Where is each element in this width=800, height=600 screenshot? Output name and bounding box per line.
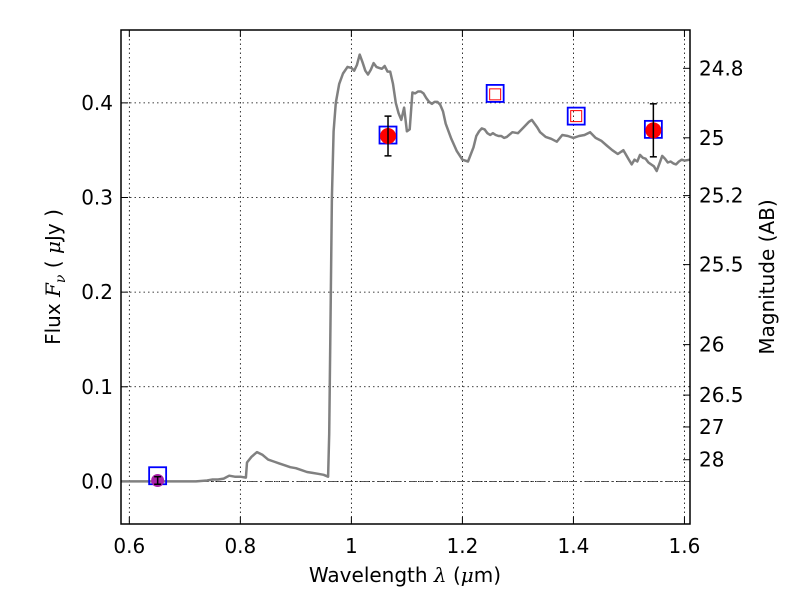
model-square xyxy=(566,106,586,126)
mag-tick-label: 25.5 xyxy=(699,253,744,277)
mag-tick-label: 25 xyxy=(699,126,724,150)
x-tick-label: 1.4 xyxy=(558,534,590,558)
y-tick-label: 0.2 xyxy=(81,280,113,304)
y-tick-label: 0.3 xyxy=(81,186,113,210)
y-tick-label: 0.4 xyxy=(81,91,113,115)
grid-lines xyxy=(121,30,690,524)
x-tick-label: 1.6 xyxy=(669,534,701,558)
x-tick-label: 1 xyxy=(345,534,358,558)
right-axis-label: Magnitude (AB) xyxy=(755,199,779,354)
y-axis-label: Flux Fν ( μJy ) xyxy=(41,209,69,345)
model-square xyxy=(485,84,505,103)
x-tick-label: 0.6 xyxy=(113,534,145,558)
spectrum-line xyxy=(121,53,691,483)
x-axis-label: Wavelength λ (μm) xyxy=(309,563,501,587)
tick-labels: 0.6 0.8 1 1.2 1.4 1.6 0.0 0.1 0.2 0.3 0.4 24.8 25 25.… xyxy=(81,56,743,558)
y-tick-label: 0.1 xyxy=(81,375,113,399)
synthetic-square xyxy=(489,88,502,101)
plot-frame xyxy=(120,29,691,525)
mag-tick-label: 26.5 xyxy=(699,383,744,407)
plot-markers xyxy=(148,84,663,487)
x-tick-label: 0.8 xyxy=(224,534,256,558)
plot-lines xyxy=(121,53,691,483)
mag-tick-label: 27 xyxy=(699,415,724,439)
y-tick-label: 0.0 xyxy=(81,469,113,493)
axis-ticks xyxy=(121,30,690,524)
mag-tick-label: 25.2 xyxy=(699,184,744,208)
mag-tick-label: 28 xyxy=(699,448,724,472)
synthetic-square xyxy=(570,110,583,123)
x-tick-label: 1.2 xyxy=(446,534,478,558)
mag-tick-label: 24.8 xyxy=(699,56,744,80)
mag-tick-label: 26 xyxy=(699,333,724,357)
